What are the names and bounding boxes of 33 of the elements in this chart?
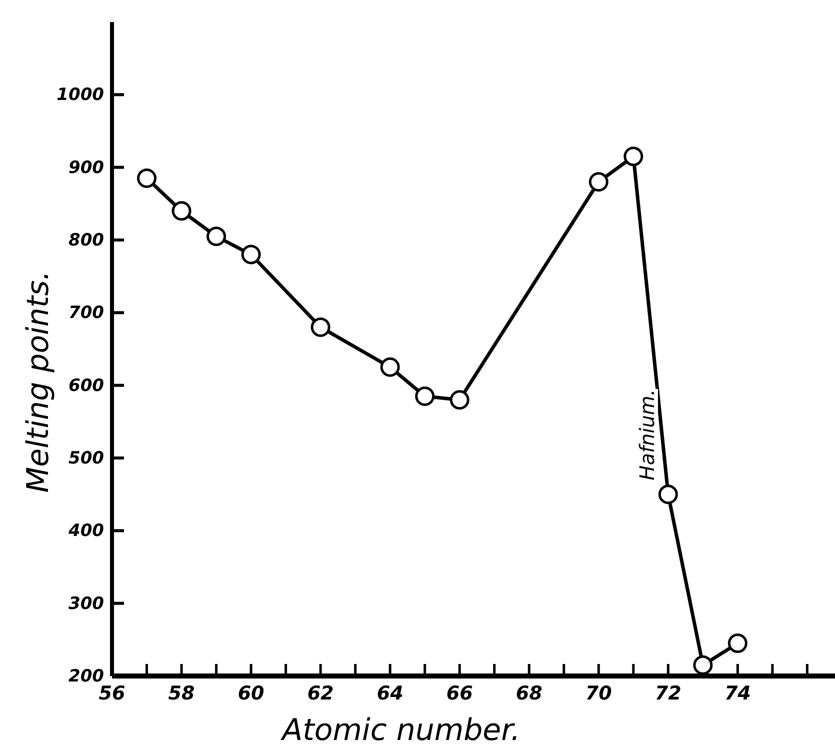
point: [450, 390, 470, 410]
point: [588, 172, 608, 192]
x-tick-label: 66: [446, 682, 473, 704]
x-tick-label: 62: [307, 682, 334, 704]
y-tick-label: 400: [68, 521, 104, 542]
point: [658, 484, 678, 504]
annotation: Hafnium.: [635, 389, 660, 480]
point: [241, 244, 261, 264]
y-tick-label: 600: [68, 376, 104, 396]
point: [624, 146, 644, 166]
x-tick-label: 58: [168, 682, 195, 704]
y-axis-title: Melting points.: [21, 270, 56, 493]
y-tick-label: 900: [68, 158, 104, 178]
x-tick-label: 70: [585, 682, 612, 704]
y-tick-label: 500: [68, 448, 104, 468]
point: [206, 226, 226, 246]
x-tick-label: 72: [654, 682, 682, 704]
y-tick-label: 1000: [56, 85, 104, 106]
point: [415, 386, 435, 406]
point: [172, 201, 192, 221]
point: [693, 655, 713, 675]
x-tick-label: 64: [376, 682, 404, 704]
x-tick-label: 68: [516, 682, 542, 704]
x-axis-title: Atomic number.: [280, 713, 520, 748]
y-tick-label: 800: [68, 230, 104, 250]
x-tick-label: 60: [238, 682, 264, 704]
point: [137, 168, 157, 188]
point: [380, 357, 400, 377]
x-tick-label: 74: [724, 682, 751, 704]
point: [310, 317, 330, 337]
point: [728, 634, 748, 654]
y-tick-label: 700: [68, 303, 104, 324]
y-tick-label: 300: [68, 594, 104, 614]
